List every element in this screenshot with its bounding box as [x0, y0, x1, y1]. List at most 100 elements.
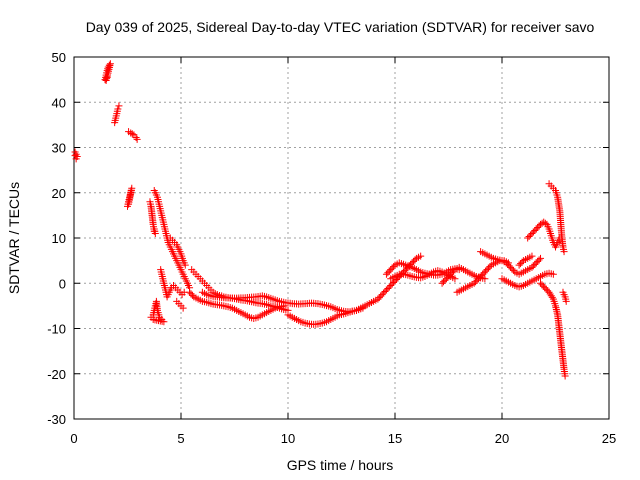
series-t17 — [387, 267, 459, 283]
y-tick-label: -20 — [47, 367, 66, 382]
series-t15 — [352, 252, 425, 314]
data-point — [447, 270, 455, 278]
data-point — [517, 260, 525, 268]
data-point — [562, 297, 570, 305]
data-point — [537, 279, 545, 287]
data-point — [504, 260, 512, 268]
data-point — [387, 282, 395, 290]
y-tick-label: 20 — [52, 186, 66, 201]
data-point — [149, 315, 157, 323]
y-tick-label: 30 — [52, 141, 66, 156]
data-point — [402, 265, 410, 273]
data-point — [445, 272, 453, 280]
data-point — [444, 273, 452, 281]
data-point — [524, 234, 532, 242]
data-point — [505, 262, 513, 270]
data-point — [477, 272, 485, 280]
data-point — [133, 135, 141, 143]
y-tick-label: -10 — [47, 322, 66, 337]
data-point — [482, 267, 490, 275]
x-tick-label: 25 — [602, 431, 616, 446]
data-point — [417, 252, 425, 260]
data-point — [411, 256, 419, 264]
x-tick-label: 15 — [388, 431, 402, 446]
data-point — [549, 270, 557, 278]
x-axis-title: GPS time / hours — [287, 457, 394, 473]
data-point — [388, 264, 396, 272]
data-point — [390, 278, 398, 286]
data-point — [537, 254, 545, 262]
data-point — [381, 288, 389, 296]
data-point — [441, 276, 449, 284]
data-point — [483, 266, 491, 274]
data-point — [484, 264, 492, 272]
data-point — [103, 73, 111, 81]
data-point — [102, 77, 110, 85]
y-tick-label: 10 — [52, 231, 66, 246]
data-point — [440, 278, 448, 286]
data-point — [451, 275, 459, 283]
data-point — [535, 256, 543, 264]
data-point — [527, 231, 535, 239]
data-point — [388, 280, 396, 288]
data-point — [410, 257, 418, 265]
data-point — [387, 266, 395, 274]
series-t08 — [157, 266, 188, 301]
x-tick-label: 20 — [495, 431, 509, 446]
data-point — [548, 293, 556, 301]
data-point — [529, 228, 537, 236]
data-point — [476, 273, 484, 281]
data-point — [179, 304, 187, 312]
series-t00 — [71, 148, 81, 163]
data-point — [515, 261, 523, 269]
data-point — [531, 260, 539, 268]
data-point — [150, 225, 158, 233]
data-point — [377, 292, 385, 300]
series-t20 — [477, 248, 545, 278]
data-point — [479, 270, 487, 278]
data-point — [392, 275, 400, 283]
data-point — [375, 294, 383, 302]
data-point — [132, 134, 140, 142]
data-point — [534, 223, 542, 231]
data-point — [486, 263, 494, 271]
y-tick-label: 0 — [59, 276, 66, 291]
data-point — [518, 258, 526, 266]
series-t25 — [537, 279, 569, 380]
data-point — [382, 286, 390, 294]
data-point — [528, 252, 536, 260]
data-point — [480, 269, 488, 277]
y-tick-label: 40 — [52, 95, 66, 110]
data-point — [448, 269, 456, 277]
data-point — [532, 225, 540, 233]
data-point — [473, 276, 481, 284]
series-t06 — [147, 297, 168, 326]
data-point — [374, 295, 382, 303]
data-point — [385, 267, 393, 275]
data-point — [509, 266, 517, 274]
data-point — [385, 283, 393, 291]
data-point — [438, 279, 446, 287]
data-point — [186, 288, 194, 296]
data-point — [534, 257, 542, 265]
y-tick-label: 50 — [52, 50, 66, 65]
series — [71, 60, 570, 380]
data-point — [539, 282, 547, 290]
data-point — [398, 269, 406, 277]
data-point — [561, 372, 569, 380]
data-point — [188, 291, 196, 299]
data-point — [470, 279, 478, 287]
data-point — [125, 200, 133, 208]
series-t14 — [284, 307, 356, 328]
data-point — [114, 105, 122, 113]
data-point — [528, 229, 536, 237]
data-point — [187, 290, 195, 298]
data-point — [115, 102, 123, 110]
data-point — [507, 263, 515, 271]
data-point — [348, 307, 356, 315]
data-point — [560, 248, 568, 256]
data-point — [508, 265, 516, 273]
data-point — [531, 226, 539, 234]
data-point — [529, 262, 537, 270]
